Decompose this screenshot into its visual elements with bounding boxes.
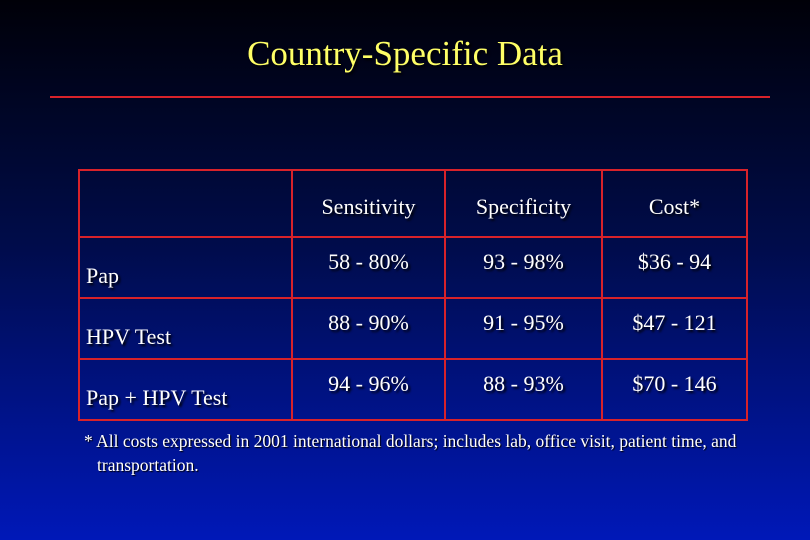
- title-divider: [50, 96, 770, 98]
- specificity-cell: 93 - 98%: [444, 236, 603, 299]
- specificity-cell: 91 - 95%: [444, 297, 603, 360]
- sensitivity-cell: 58 - 80%: [291, 236, 446, 299]
- header-cell-specificity: Specificity: [444, 169, 603, 238]
- row-label: HPV Test: [78, 297, 293, 360]
- slide-title: Country-Specific Data: [247, 34, 563, 73]
- table-row: Pap + HPV Test 94 - 96% 88 - 93% $70 - 1…: [78, 358, 748, 421]
- header-cell-sensitivity: Sensitivity: [291, 169, 446, 238]
- data-table: Sensitivity Specificity Cost* Pap 58 - 8…: [78, 169, 748, 421]
- row-label: Pap: [78, 236, 293, 299]
- table-header-row: Sensitivity Specificity Cost*: [78, 169, 748, 238]
- row-label: Pap + HPV Test: [78, 358, 293, 421]
- table-row: HPV Test 88 - 90% 91 - 95% $47 - 121: [78, 297, 748, 360]
- table-row: Pap 58 - 80% 93 - 98% $36 - 94: [78, 236, 748, 299]
- cost-cell: $70 - 146: [601, 358, 748, 421]
- header-cell-cost: Cost*: [601, 169, 748, 238]
- sensitivity-cell: 88 - 90%: [291, 297, 446, 360]
- cost-cell: $36 - 94: [601, 236, 748, 299]
- sensitivity-cell: 94 - 96%: [291, 358, 446, 421]
- header-cell-empty: [78, 169, 293, 238]
- footnote: * All costs expressed in 2001 internatio…: [84, 431, 737, 475]
- specificity-cell: 88 - 93%: [444, 358, 603, 421]
- cost-cell: $47 - 121: [601, 297, 748, 360]
